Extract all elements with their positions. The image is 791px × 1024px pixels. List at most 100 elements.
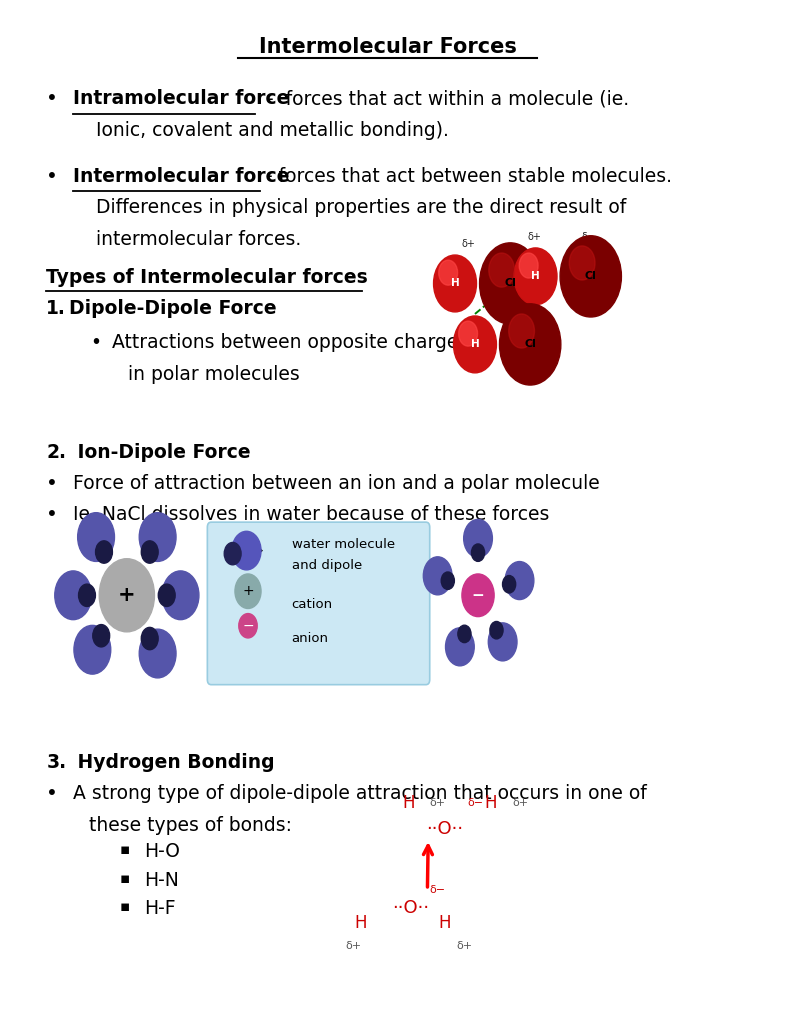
Text: Hydrogen Bonding: Hydrogen Bonding xyxy=(71,753,274,772)
Text: Intermolecular force: Intermolecular force xyxy=(74,167,290,185)
Text: δ+: δ+ xyxy=(512,799,528,809)
Text: Force of attraction between an ion and a polar molecule: Force of attraction between an ion and a… xyxy=(74,474,600,494)
Circle shape xyxy=(514,248,557,305)
Circle shape xyxy=(139,629,176,678)
Text: δ+: δ+ xyxy=(456,941,472,950)
Text: •: • xyxy=(47,505,59,524)
Text: in polar molecules: in polar molecules xyxy=(128,365,300,384)
Circle shape xyxy=(505,561,534,600)
Text: ··O··: ··O·· xyxy=(392,899,429,918)
Circle shape xyxy=(224,543,241,565)
Text: δ+: δ+ xyxy=(528,231,542,242)
Text: Ionic, covalent and metallic bonding).: Ionic, covalent and metallic bonding). xyxy=(97,121,449,140)
Circle shape xyxy=(74,626,111,674)
Text: Dipole-Dipole Force: Dipole-Dipole Force xyxy=(70,299,277,317)
Text: Cl: Cl xyxy=(524,339,536,349)
Circle shape xyxy=(464,519,492,557)
Circle shape xyxy=(232,531,261,570)
Text: ▪: ▪ xyxy=(119,870,130,886)
Text: ▪: ▪ xyxy=(119,842,130,857)
Circle shape xyxy=(560,236,622,317)
Circle shape xyxy=(489,253,514,287)
Text: A strong type of dipole-dipole attraction that occurs in one of: A strong type of dipole-dipole attractio… xyxy=(74,784,647,803)
Text: ▪: ▪ xyxy=(119,899,130,914)
Text: H-N: H-N xyxy=(144,870,179,890)
Text: Attractions between opposite charges: Attractions between opposite charges xyxy=(112,333,467,352)
Text: Cl: Cl xyxy=(585,271,596,282)
Circle shape xyxy=(55,571,92,620)
Text: cation: cation xyxy=(292,598,333,611)
Circle shape xyxy=(519,253,538,279)
Circle shape xyxy=(142,541,158,563)
Text: H: H xyxy=(402,795,414,812)
Text: H-O: H-O xyxy=(144,842,180,861)
Circle shape xyxy=(96,541,112,563)
Circle shape xyxy=(99,559,154,632)
Circle shape xyxy=(78,584,96,606)
Circle shape xyxy=(488,623,517,660)
Text: 2.: 2. xyxy=(47,443,66,462)
Text: −: − xyxy=(471,588,484,603)
Circle shape xyxy=(459,322,478,346)
Circle shape xyxy=(441,572,454,590)
Text: δ+: δ+ xyxy=(461,239,475,249)
Text: −: − xyxy=(242,618,254,633)
Text: intermolecular forces.: intermolecular forces. xyxy=(97,229,301,249)
Circle shape xyxy=(162,571,199,620)
Circle shape xyxy=(142,628,158,649)
Circle shape xyxy=(423,557,452,595)
Circle shape xyxy=(93,625,110,647)
Text: Differences in physical properties are the direct result of: Differences in physical properties are t… xyxy=(97,199,626,217)
Text: these types of bonds:: these types of bonds: xyxy=(89,816,292,835)
Circle shape xyxy=(499,304,561,385)
Circle shape xyxy=(479,243,541,325)
Circle shape xyxy=(78,513,115,561)
Text: Ie. NaCl dissolves in water because of these forces: Ie. NaCl dissolves in water because of t… xyxy=(74,505,550,524)
Text: H: H xyxy=(451,279,460,289)
Text: Types of Intermolecular forces: Types of Intermolecular forces xyxy=(47,268,368,288)
Circle shape xyxy=(458,626,471,643)
Text: +: + xyxy=(242,585,254,598)
Text: - forces that act between stable molecules.: - forces that act between stable molecul… xyxy=(259,167,672,185)
FancyBboxPatch shape xyxy=(207,522,430,685)
Text: Cl: Cl xyxy=(505,279,517,289)
Circle shape xyxy=(158,584,175,606)
Text: •: • xyxy=(90,333,101,352)
Text: δ+: δ+ xyxy=(345,941,361,950)
Text: 3.: 3. xyxy=(47,753,66,772)
Circle shape xyxy=(439,260,458,285)
Text: and dipole: and dipole xyxy=(292,559,362,571)
Text: δ−: δ− xyxy=(532,305,547,315)
Text: water molecule: water molecule xyxy=(292,539,395,551)
Text: •: • xyxy=(47,474,59,494)
Text: anion: anion xyxy=(292,632,329,645)
Text: δ−: δ− xyxy=(467,799,484,809)
Text: H: H xyxy=(439,914,452,932)
Text: -  forces that act within a molecule (ie.: - forces that act within a molecule (ie. xyxy=(255,89,629,109)
Circle shape xyxy=(239,613,257,638)
Circle shape xyxy=(502,575,516,593)
Text: δ−: δ− xyxy=(581,231,596,242)
Circle shape xyxy=(139,513,176,561)
Circle shape xyxy=(570,246,595,280)
Text: Ion-Dipole Force: Ion-Dipole Force xyxy=(71,443,251,462)
Circle shape xyxy=(509,314,535,348)
Text: H: H xyxy=(532,271,540,282)
Text: H: H xyxy=(354,914,367,932)
Text: H: H xyxy=(485,795,498,812)
Text: +: + xyxy=(118,586,136,605)
Text: ··O··: ··O·· xyxy=(426,820,464,838)
Text: δ+: δ+ xyxy=(486,301,500,311)
Text: Intramolecular force: Intramolecular force xyxy=(74,89,290,109)
Text: H: H xyxy=(471,339,479,349)
Text: •: • xyxy=(47,167,59,185)
Text: 1.: 1. xyxy=(47,299,66,317)
Circle shape xyxy=(445,628,475,666)
Text: •: • xyxy=(47,89,59,109)
Circle shape xyxy=(453,316,497,373)
Circle shape xyxy=(471,544,485,561)
Text: H-F: H-F xyxy=(144,899,176,918)
Circle shape xyxy=(462,574,494,616)
Circle shape xyxy=(433,255,476,312)
Text: •: • xyxy=(47,784,59,803)
